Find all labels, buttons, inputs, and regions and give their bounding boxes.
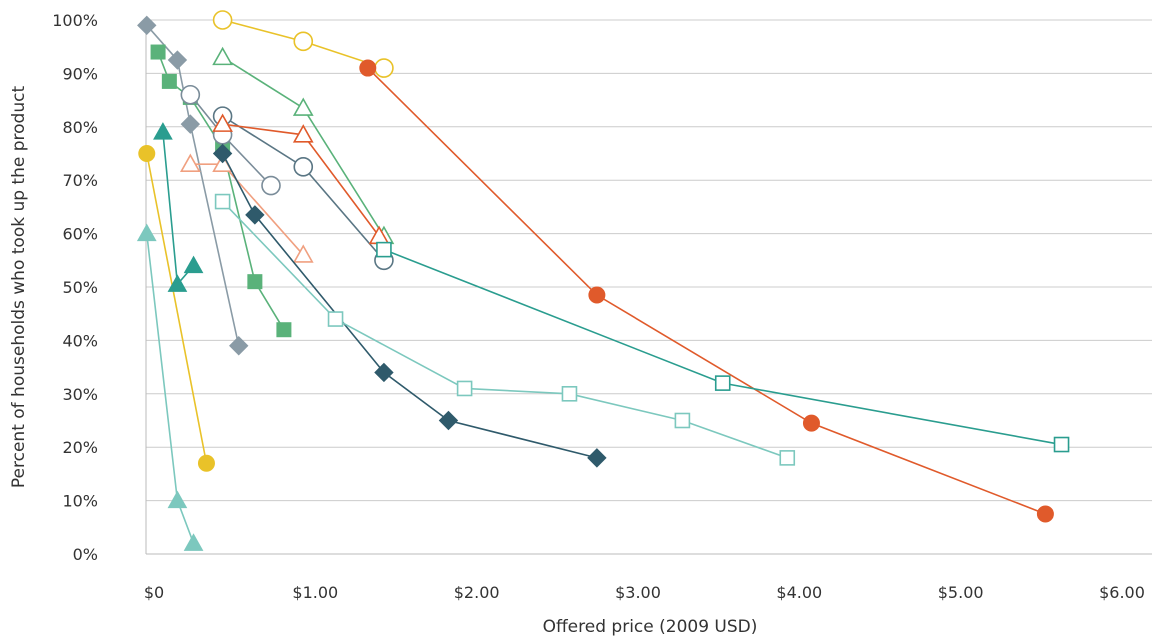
data-point xyxy=(1036,505,1054,523)
y-tick-label: 70% xyxy=(62,171,98,190)
data-point xyxy=(674,412,691,429)
series-1 xyxy=(138,145,215,472)
data-point xyxy=(1053,436,1070,453)
data-point xyxy=(150,44,166,60)
x-tick-label: $5.00 xyxy=(938,583,984,602)
data-point xyxy=(374,58,394,78)
data-point xyxy=(179,153,201,172)
data-point xyxy=(183,255,204,274)
series-line xyxy=(145,233,195,544)
y-tick-label: 60% xyxy=(62,225,98,244)
data-point xyxy=(214,193,231,210)
data-point xyxy=(376,241,392,258)
data-point xyxy=(212,143,233,164)
data-point xyxy=(587,448,607,468)
gridlines xyxy=(145,19,1152,555)
y-tick-label: 40% xyxy=(62,331,98,350)
series-13 xyxy=(214,193,796,466)
series-10 xyxy=(153,122,204,292)
y-tick-label: 80% xyxy=(62,118,98,137)
data-point xyxy=(245,205,265,225)
x-tick-label: $1.00 xyxy=(292,583,338,602)
y-tick-label: 90% xyxy=(62,64,98,83)
data-point xyxy=(167,490,188,509)
data-series xyxy=(136,10,1070,551)
y-tick-label: 20% xyxy=(62,438,98,457)
series-line xyxy=(367,67,1046,515)
data-point xyxy=(456,380,473,397)
x-tick-labels: $0 $1.00 $2.00 $3.00 $4.00 $5.00 $6.00 xyxy=(144,583,1145,602)
data-point xyxy=(167,50,188,70)
data-point xyxy=(293,31,314,52)
data-point xyxy=(374,362,394,383)
series-line xyxy=(222,201,788,459)
series-0 xyxy=(212,10,394,78)
data-point xyxy=(212,10,233,30)
data-point xyxy=(293,157,314,177)
series-line xyxy=(383,248,1062,446)
data-point xyxy=(802,414,820,432)
y-tick-label: 10% xyxy=(62,492,98,511)
y-tick-label: 0% xyxy=(73,545,98,564)
data-point xyxy=(197,454,215,472)
data-point xyxy=(212,46,233,66)
data-point xyxy=(153,122,173,140)
data-point xyxy=(359,59,377,77)
data-point xyxy=(183,533,204,551)
y-tick-label: 100% xyxy=(52,11,98,30)
data-point xyxy=(137,15,157,36)
y-tick-label: 50% xyxy=(62,278,98,297)
data-point xyxy=(261,175,281,196)
data-point xyxy=(136,223,157,242)
series-7 xyxy=(212,46,395,245)
data-point xyxy=(292,124,314,143)
data-point xyxy=(561,385,578,402)
series-line xyxy=(221,153,598,459)
data-point xyxy=(167,274,188,292)
x-tick-label: $2.00 xyxy=(454,583,500,602)
x-tick-label: $6.00 xyxy=(1099,583,1145,602)
data-point xyxy=(327,311,344,327)
data-point xyxy=(276,322,292,338)
data-point xyxy=(212,113,233,132)
data-point xyxy=(161,73,177,89)
data-point xyxy=(180,84,201,105)
x-tick-label: $0 xyxy=(144,583,164,602)
data-point xyxy=(292,97,314,116)
data-point xyxy=(180,114,201,134)
series-8 xyxy=(212,113,390,245)
y-tick-label: 30% xyxy=(62,385,98,404)
data-point xyxy=(588,286,606,304)
x-tick-label: $4.00 xyxy=(776,583,822,602)
series-14 xyxy=(376,241,1070,453)
data-point xyxy=(779,450,796,466)
series-11 xyxy=(136,223,204,551)
series-line xyxy=(145,153,208,464)
x-tick-label: $3.00 xyxy=(615,583,661,602)
data-point xyxy=(714,375,731,391)
data-point xyxy=(292,244,314,263)
series-line xyxy=(190,163,304,256)
data-point xyxy=(438,410,459,431)
data-point xyxy=(247,274,263,290)
y-axis-label: Percent of households who took up the pr… xyxy=(9,86,29,489)
data-point xyxy=(229,336,249,356)
series-12 xyxy=(212,143,607,468)
x-axis-label: Offered price (2009 USD) xyxy=(543,617,758,637)
y-tick-labels: 0% 10% 20% 30% 40% 50% 60% 70% 80% 90% 100% xyxy=(52,11,98,564)
data-point xyxy=(138,145,156,162)
series-2 xyxy=(359,59,1054,523)
